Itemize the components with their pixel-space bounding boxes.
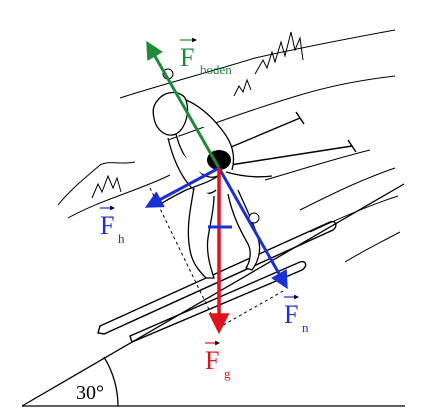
label-force-n: F n <box>284 294 309 335</box>
force-n-arrow <box>217 167 288 290</box>
label-force-n-subscript: n <box>302 320 309 335</box>
label-force-h: F h <box>100 205 125 246</box>
background-sketch <box>57 29 401 263</box>
force-h-arrow <box>144 166 220 208</box>
label-force-boden: F boden <box>180 37 232 77</box>
label-force-boden-subscript: boden <box>200 62 232 77</box>
ski-poles <box>223 111 357 166</box>
skis <box>97 220 337 343</box>
force-boden-arrow <box>146 40 221 169</box>
label-force-h-subscript: h <box>118 231 125 246</box>
label-force-n-symbol: F <box>284 300 298 329</box>
slope-angle-label: 30° <box>76 382 104 404</box>
label-force-g-symbol: F <box>205 346 219 375</box>
label-force-boden-symbol: F <box>180 43 194 72</box>
label-force-h-symbol: F <box>100 211 114 240</box>
label-force-g-subscript: g <box>224 366 231 381</box>
skier-figure <box>152 91 273 279</box>
label-force-g: F g <box>205 340 231 381</box>
slope-triangle <box>21 183 405 407</box>
